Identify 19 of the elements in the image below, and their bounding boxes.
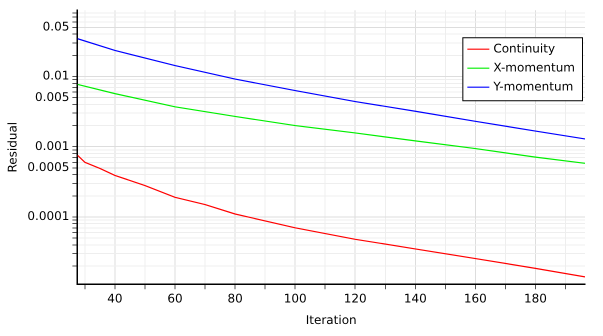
x-tick-label: 140 [404, 292, 427, 306]
x-tick-label: 100 [284, 292, 307, 306]
x-tick-label: 60 [167, 292, 183, 306]
y-tick-label: 0.01 [42, 68, 70, 83]
x-tick-label: 160 [464, 292, 487, 306]
y-tick-label: 0.0005 [27, 160, 70, 174]
x-tick-label: 180 [524, 292, 547, 306]
y-tick-label: 0.05 [42, 20, 70, 34]
y-tick-label: 0.001 [35, 138, 70, 153]
legend-label: Y-momentum [492, 79, 574, 94]
x-tick-label: 40 [107, 292, 123, 306]
x-tick-label: 120 [344, 292, 367, 306]
legend-label: Continuity [493, 41, 556, 56]
x-axis-title: Iteration [306, 312, 357, 327]
y-axis-title: Residual [5, 122, 20, 173]
x-tick-label: 80 [227, 292, 243, 306]
y-tick-label: 0.005 [35, 90, 70, 104]
legend-label: X-momentum [493, 60, 576, 74]
y-tick-label: 0.0001 [27, 209, 70, 224]
